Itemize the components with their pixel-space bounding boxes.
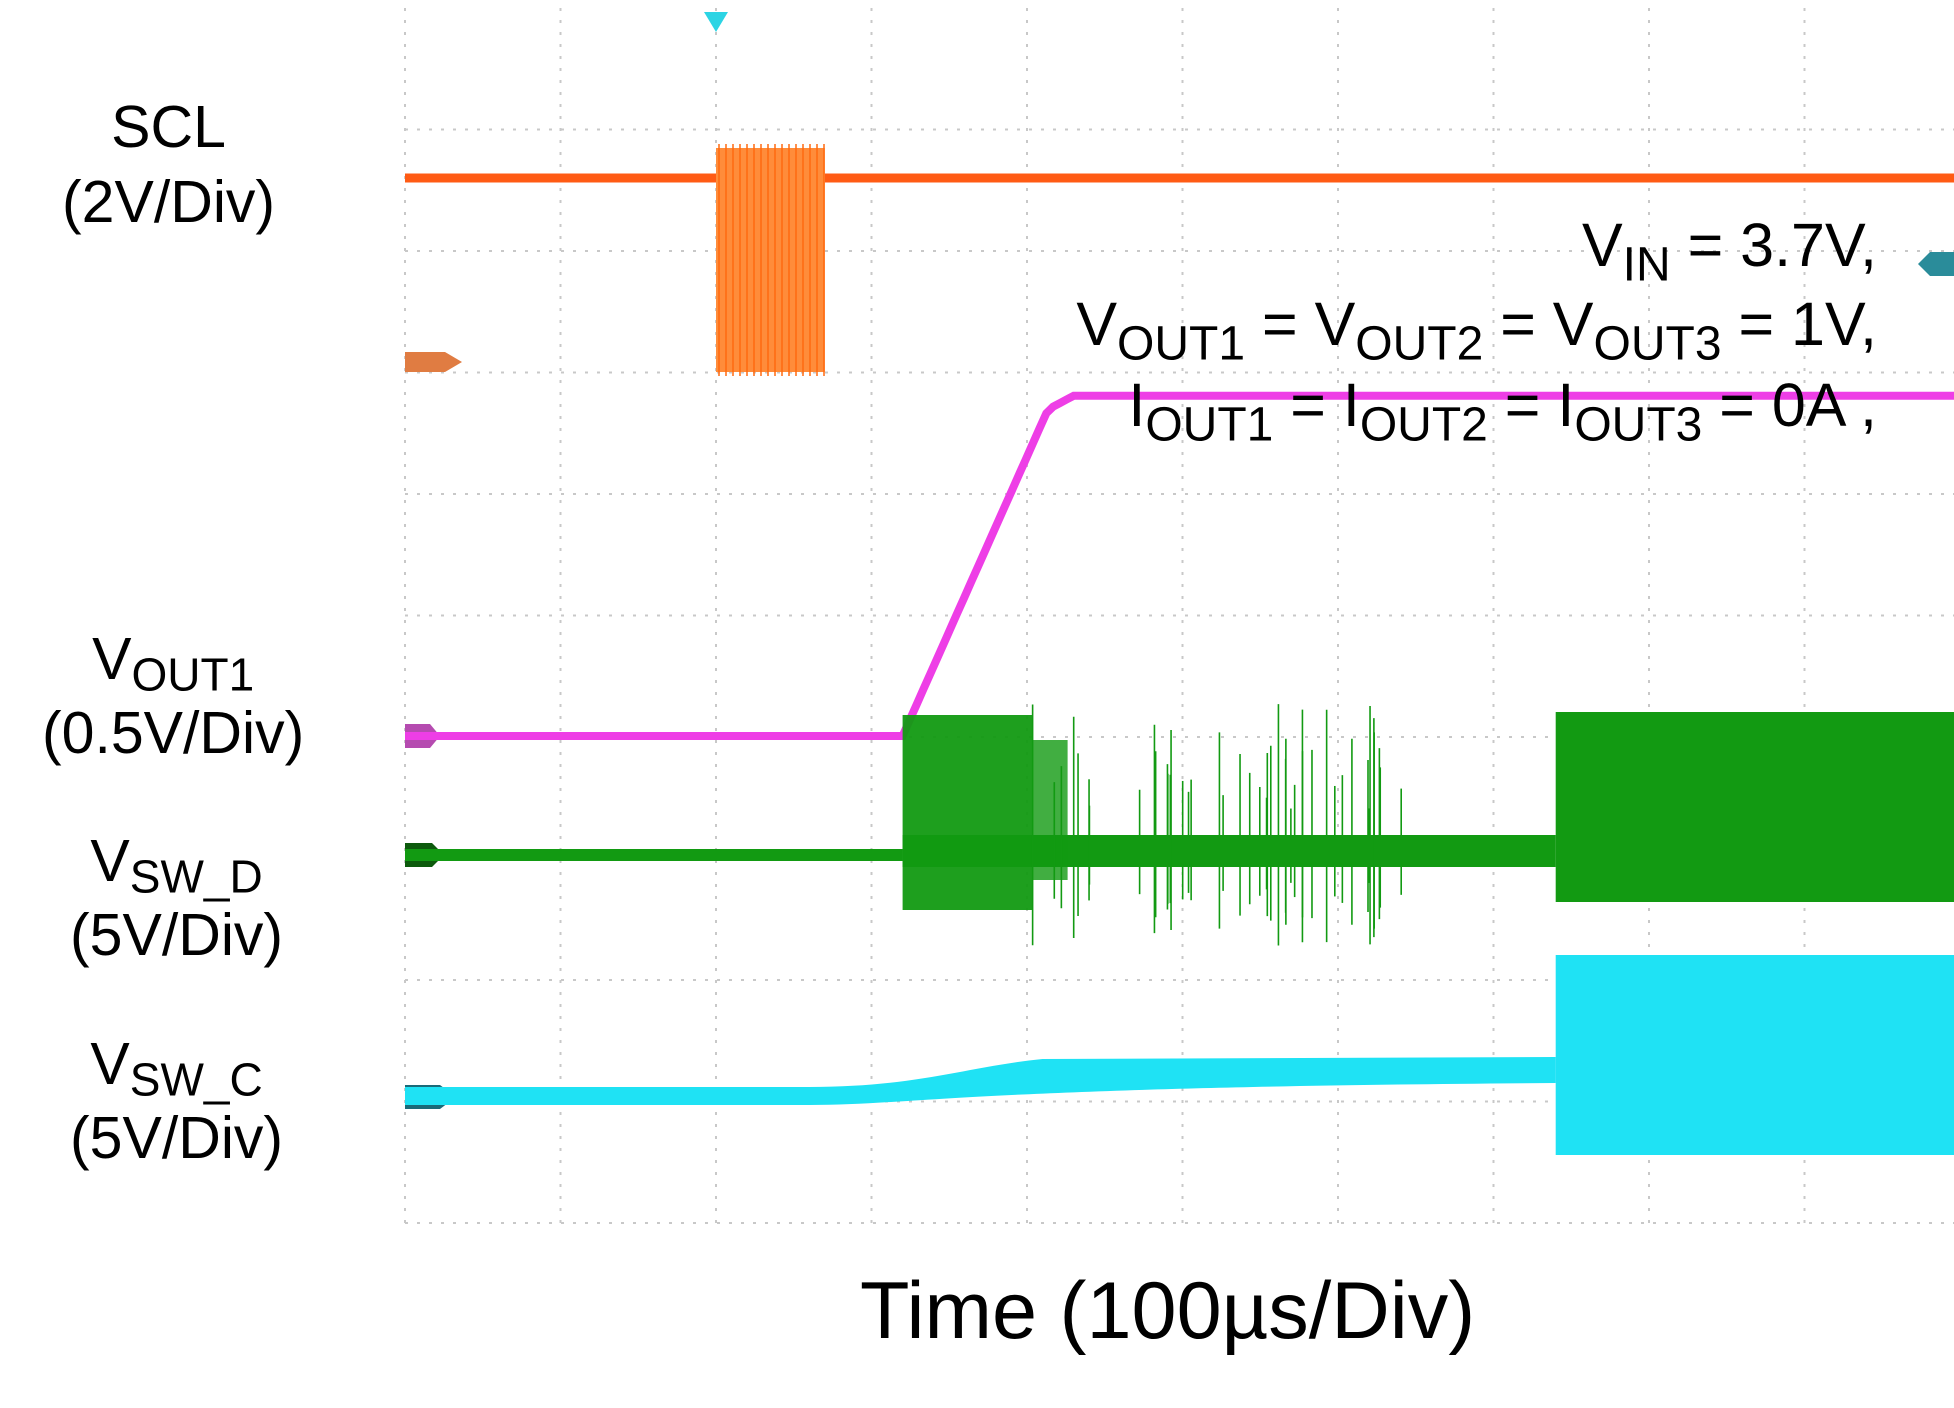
x-axis-label: Time (100µs/Div) <box>860 1266 1476 1356</box>
vswc-trace-idle <box>405 1057 1556 1105</box>
vswd-burst-block <box>902 715 1033 910</box>
vout1-label: VOUT1 (0.5V/Div) <box>42 630 304 763</box>
scl-scale: (2V/Div) <box>62 169 276 235</box>
vout1-trace <box>405 391 1954 740</box>
vswd-label: VSW_D (5V/Div) <box>70 832 283 965</box>
vswc-label: VSW_C (5V/Div) <box>70 1035 283 1168</box>
vout1-scale: (0.5V/Div) <box>42 699 305 766</box>
trigger-marker-icon <box>704 12 728 32</box>
scl-label: SCL (2V/Div) <box>62 98 275 232</box>
vswd-trace-idle <box>405 849 903 861</box>
condition-vout: VOUT1 = VOUT2 = VOUT3 = 1V, <box>1076 290 1877 371</box>
condition-vin: VIN = 3.7V, <box>1581 211 1877 292</box>
scl-clock-burst <box>716 148 825 372</box>
scl-ground-marker-icon <box>405 352 462 372</box>
vswd-scale: (5V/Div) <box>70 901 284 968</box>
condition-iout: IOUT1 = IOUT2 = IOUT3 = 0A , <box>1128 371 1877 452</box>
vout1-name: VOUT1 <box>92 626 255 701</box>
vswc-scale: (5V/Div) <box>70 1104 284 1171</box>
vswc-full-switching <box>1555 955 1954 1155</box>
vin-ref-marker-icon <box>1918 252 1954 276</box>
vswc-name: VSW_C <box>90 1031 263 1106</box>
vswd-burst-tail <box>1032 740 1068 880</box>
vswd-full-switching <box>1555 712 1954 902</box>
vswd-name: VSW_D <box>90 828 263 903</box>
scl-name: SCL <box>111 94 226 160</box>
